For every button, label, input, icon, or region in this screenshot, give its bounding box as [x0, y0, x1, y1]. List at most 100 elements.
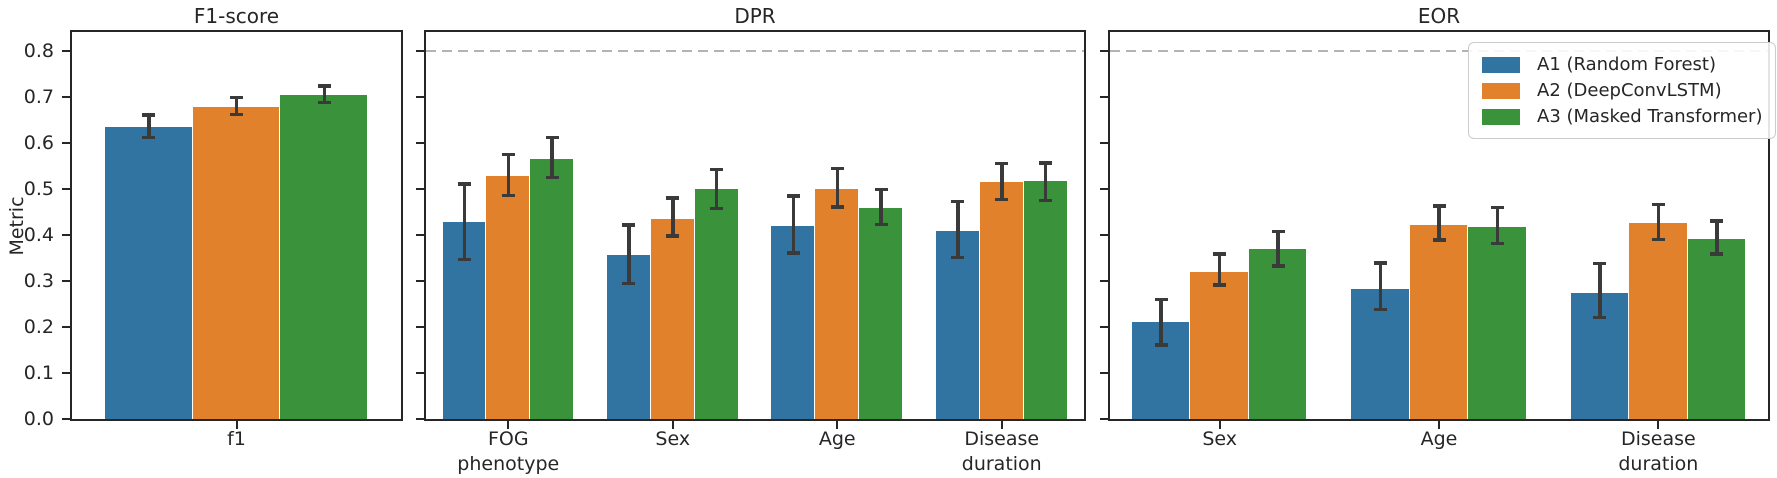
- y-axis-tick-label: 0.0: [23, 408, 54, 431]
- error-bar-cap: [317, 100, 331, 104]
- legend-item: A2 (DeepConvLSTM): [1482, 78, 1762, 103]
- error-bar-cap: [951, 255, 965, 260]
- error-bar-cap: [622, 223, 636, 227]
- bar: [192, 107, 280, 420]
- y-axis-tick: [416, 326, 424, 329]
- error-bar-stem: [550, 137, 554, 178]
- y-axis-tick: [416, 96, 424, 99]
- error-bar-cap: [230, 112, 243, 116]
- y-axis-tick-label: 0.7: [23, 86, 54, 109]
- error-bar-stem: [147, 115, 151, 138]
- error-bar-cap: [1651, 202, 1665, 207]
- legend-swatch: [1482, 56, 1520, 73]
- error-bar-stem: [1598, 263, 1602, 318]
- error-bar-stem: [1378, 262, 1383, 310]
- bar: [1687, 238, 1746, 420]
- bar: [1468, 227, 1526, 420]
- y-axis-tick: [1100, 418, 1108, 421]
- error-bar-cap: [1039, 161, 1053, 165]
- y-axis-tick: [416, 280, 424, 283]
- y-axis-tick: [1100, 372, 1108, 375]
- y-axis-tick: [62, 234, 70, 237]
- bar: [815, 189, 859, 420]
- error-bar-cap: [874, 187, 888, 191]
- bar: [771, 226, 815, 420]
- x-axis-tick: [507, 421, 510, 430]
- error-bar-cap: [1271, 229, 1285, 234]
- y-axis-tick: [62, 372, 70, 375]
- error-bar-cap: [1593, 261, 1607, 266]
- error-bar-cap: [1432, 204, 1446, 208]
- y-axis-tick: [416, 372, 424, 375]
- bar: [486, 176, 530, 420]
- x-axis-tick: [1438, 421, 1440, 430]
- x-axis-tick: [836, 421, 839, 430]
- error-bar-cap: [1593, 315, 1607, 320]
- error-bar-stem: [462, 183, 467, 260]
- error-bar-cap: [786, 251, 800, 255]
- panel-title: DPR: [734, 4, 776, 28]
- error-bar-cap: [1039, 198, 1053, 202]
- error-bar-cap: [1374, 261, 1387, 265]
- x-axis-tick: [1657, 421, 1660, 430]
- y-axis-tick: [62, 50, 70, 53]
- error-bar-stem: [1715, 221, 1719, 255]
- error-bar-stem: [506, 154, 510, 196]
- x-axis-tick: [1000, 421, 1003, 430]
- error-bar-cap: [995, 161, 1009, 166]
- error-bar-stem: [1276, 231, 1280, 267]
- error-bar-cap: [666, 196, 680, 200]
- legend-item-label: A3 (Masked Transformer): [1537, 106, 1763, 127]
- error-bar-stem: [1043, 163, 1048, 201]
- y-axis-tick-label: 0.8: [23, 40, 54, 63]
- error-bar-cap: [1271, 264, 1285, 268]
- bar: [1629, 222, 1687, 420]
- bar: [859, 207, 903, 420]
- panel-title: EOR: [1417, 4, 1461, 28]
- y-axis-tick: [416, 418, 424, 421]
- bar: [104, 127, 192, 420]
- x-axis-tick-label: Age: [818, 428, 856, 451]
- y-axis-tick: [416, 234, 424, 237]
- error-bar-cap: [951, 199, 965, 204]
- y-axis-tick: [62, 418, 70, 421]
- y-axis-tick-label: 0.4: [23, 224, 54, 247]
- y-axis-tick: [1100, 326, 1108, 329]
- error-bar-cap: [995, 197, 1009, 202]
- error-bar-cap: [501, 152, 515, 156]
- plot-area: 0.0 0.1 0.2 0.3 0.4 0.5 0.6 0.7 0.8 f1: [24, 30, 403, 450]
- legend-item: A3 (Masked Transformer): [1482, 104, 1762, 129]
- x-axis-tick-label: Sex: [1202, 428, 1237, 451]
- bar: [1409, 225, 1468, 420]
- error-bar-stem: [879, 189, 883, 225]
- legend-item-label: A1 (Random Forest): [1537, 54, 1717, 75]
- error-bar-cap: [666, 234, 680, 238]
- error-bar-cap: [710, 167, 724, 172]
- error-bar-cap: [142, 135, 156, 140]
- y-axis-tick: [1100, 50, 1108, 53]
- y-axis-tick: [62, 326, 70, 329]
- y-axis-tick: [416, 142, 424, 145]
- y-axis-tick: [62, 280, 70, 283]
- error-bar-stem: [1437, 205, 1441, 240]
- plot-area: FOG phenotype Sex Age Disease duration: [416, 30, 1086, 475]
- error-bar-cap: [317, 84, 331, 88]
- error-bar-cap: [1213, 283, 1227, 287]
- bar: [650, 218, 694, 420]
- legend-item-label: A2 (DeepConvLSTM): [1537, 80, 1722, 101]
- error-bar-cap: [1491, 205, 1504, 210]
- legend-swatch: [1482, 108, 1520, 125]
- bar: [694, 189, 738, 420]
- error-bar-cap: [501, 193, 515, 198]
- x-axis-tick: [1218, 421, 1221, 430]
- legend: A1 (Random Forest) A2 (DeepConvLSTM) A3 (M…: [1468, 42, 1777, 139]
- legend-swatch: [1482, 82, 1520, 99]
- plot-area: Sex Age Disease duration: [1100, 30, 1770, 475]
- error-bar-cap: [1374, 307, 1387, 312]
- y-axis-tick-label: 0.5: [23, 178, 54, 201]
- error-bar-cap: [1491, 241, 1504, 246]
- error-bar-cap: [1432, 238, 1446, 242]
- y-axis-tick-label: 0.6: [23, 132, 54, 155]
- error-bar-stem: [1217, 254, 1222, 285]
